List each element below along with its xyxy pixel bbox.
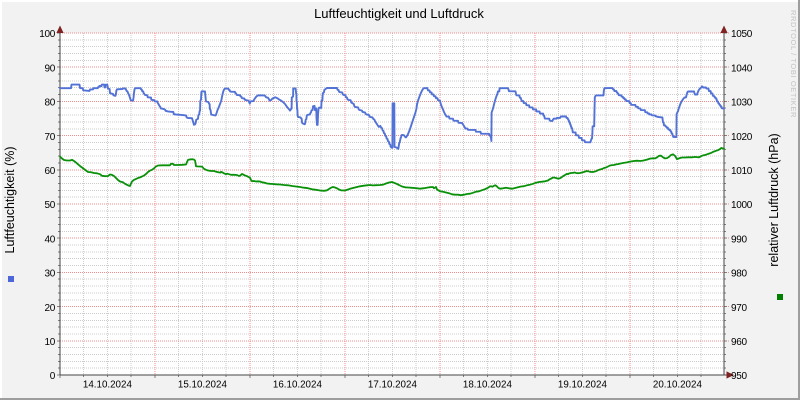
svg-text:Luftfeuchtigkeit (%): Luftfeuchtigkeit (%) <box>3 147 17 254</box>
svg-text:980: 980 <box>731 269 748 280</box>
svg-text:40: 40 <box>44 234 55 245</box>
svg-text:10: 10 <box>44 337 55 348</box>
svg-text:1020: 1020 <box>731 132 753 143</box>
svg-text:50: 50 <box>44 200 55 211</box>
svg-text:0: 0 <box>50 371 56 382</box>
svg-text:relativer Luftdruck (hPa): relativer Luftdruck (hPa) <box>767 133 781 266</box>
svg-text:90: 90 <box>44 63 55 74</box>
svg-text:18.10.2024: 18.10.2024 <box>463 380 513 391</box>
svg-text:1040: 1040 <box>731 63 753 74</box>
svg-text:60: 60 <box>44 166 55 177</box>
svg-text:16.10.2024: 16.10.2024 <box>273 380 323 391</box>
svg-text:1010: 1010 <box>731 166 753 177</box>
svg-text:15.10.2024: 15.10.2024 <box>178 380 228 391</box>
svg-text:Luftfeuchtigkeit und Luftdruck: Luftfeuchtigkeit und Luftdruck <box>314 6 484 21</box>
svg-text:20: 20 <box>44 303 55 314</box>
svg-text:960: 960 <box>731 337 748 348</box>
svg-text:1000: 1000 <box>731 200 753 211</box>
svg-text:14.10.2024: 14.10.2024 <box>83 380 133 391</box>
svg-text:30: 30 <box>44 269 55 280</box>
svg-text:1030: 1030 <box>731 98 753 109</box>
svg-text:1050: 1050 <box>731 29 753 40</box>
svg-text:950: 950 <box>731 371 748 382</box>
svg-text:17.10.2024: 17.10.2024 <box>368 380 418 391</box>
svg-text:20.10.2024: 20.10.2024 <box>653 380 703 391</box>
svg-text:70: 70 <box>44 132 55 143</box>
svg-text:100: 100 <box>39 29 56 40</box>
svg-text:990: 990 <box>731 234 748 245</box>
svg-text:970: 970 <box>731 303 748 314</box>
svg-text:19.10.2024: 19.10.2024 <box>558 380 608 391</box>
svg-text:RRDTOOL / TOBI OETIKER: RRDTOOL / TOBI OETIKER <box>789 10 798 118</box>
svg-text:80: 80 <box>44 98 55 109</box>
